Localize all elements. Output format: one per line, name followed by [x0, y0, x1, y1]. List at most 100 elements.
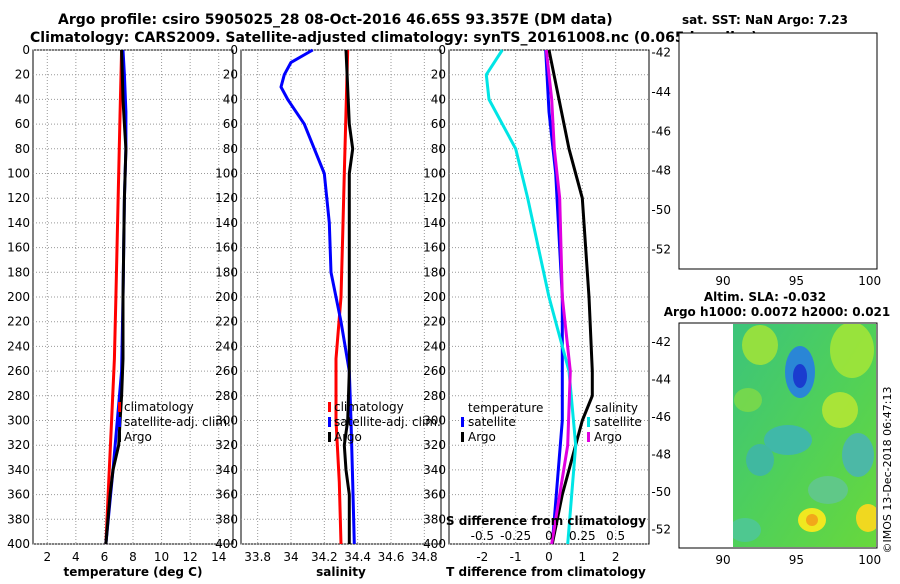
difference-depth-tick: 260 — [423, 364, 446, 378]
salinity-xtick: 34.6 — [378, 550, 405, 564]
sla-map-lat-tick: -42 — [651, 335, 671, 349]
temperature-depth-tick: 80 — [15, 142, 30, 156]
temperature-xtick: 14 — [211, 550, 226, 564]
sst-map-lat-tick: -44 — [651, 85, 671, 99]
temperature-depth-tick: 220 — [7, 315, 30, 329]
s-difference-label: S difference from climatology — [446, 514, 646, 528]
difference-depth-tick: 180 — [423, 265, 446, 279]
salinity-depth-tick: 280 — [215, 389, 238, 403]
salinity-depth-tick: 200 — [215, 290, 238, 304]
sla-map-title-2: Argo h1000: 0.0072 h2000: 0.021 — [664, 305, 891, 319]
temperature-depth-tick: 120 — [7, 191, 30, 205]
difference-xtick: 2 — [612, 550, 620, 564]
temperature-legend: climatology satellite-adj. clim. Argo — [118, 400, 231, 444]
difference-s-tick: 0.25 — [569, 529, 596, 543]
sla-map-lon-tick: 100 — [858, 553, 881, 567]
salinity-depth-tick: 260 — [215, 364, 238, 378]
difference-s-tick: -0.25 — [500, 529, 531, 543]
temperature-depth-tick: 20 — [15, 68, 30, 82]
timestamp-stamp: ©IMOS 13-Dec-2018 06:47:13 — [881, 387, 894, 554]
difference-series-temperature-satellite — [544, 49, 564, 545]
sst-map-lat-tick: -42 — [651, 46, 671, 60]
temperature-xtick: 10 — [154, 550, 169, 564]
salinity-series-satellite-adj-clim- — [279, 48, 356, 545]
difference-depth-tick: 400 — [423, 537, 446, 551]
difference-series-salinity-argo — [544, 49, 572, 545]
difference-series-salinity-satellite — [484, 49, 578, 545]
temperature-series-climatology — [104, 49, 124, 545]
difference-series-temperature-argo — [547, 49, 594, 545]
difference-xtick: 0 — [545, 550, 553, 564]
salinity-depth-tick: 380 — [215, 512, 238, 526]
legend-swatch-climatology — [328, 402, 331, 412]
salinity-depth-tick: 240 — [215, 339, 238, 353]
salinity-depth-tick: 160 — [215, 241, 238, 255]
salinity-depth-tick: 400 — [215, 537, 238, 551]
sst-map-lon-tick: 95 — [789, 274, 804, 288]
salinity-depth-tick: 340 — [215, 463, 238, 477]
legend-climatology: climatology — [124, 400, 194, 414]
difference-depth-tick: 340 — [423, 463, 446, 477]
salinity-xtick: 34.4 — [344, 550, 371, 564]
temperature-depth-tick: 400 — [7, 537, 30, 551]
sst-map — [678, 32, 878, 270]
salinity-series-climatology — [334, 49, 350, 545]
temperature-depth-tick: 100 — [7, 167, 30, 181]
difference-s-tick: 0 — [545, 529, 553, 543]
difference-depth-tick: 240 — [423, 339, 446, 353]
temperature-depth-tick: 160 — [7, 241, 30, 255]
temperature-depth-tick: 300 — [7, 414, 30, 428]
legend-swatch-argo — [328, 432, 331, 442]
title-line-2: Climatology: CARS2009. Satellite-adjuste… — [30, 30, 758, 46]
sla-map-lat-tick: -52 — [651, 522, 671, 536]
legend-swatch-satellite — [118, 417, 121, 427]
difference-s-tick: 0.5 — [606, 529, 625, 543]
temperature-depth-tick: 140 — [7, 216, 30, 230]
temperature-xtick: 8 — [129, 550, 137, 564]
salinity-xtick: 34 — [283, 550, 298, 564]
salinity-xtick: 34.2 — [311, 550, 338, 564]
salinity-depth-tick: 120 — [215, 191, 238, 205]
temperature-depth-tick: 60 — [15, 117, 30, 131]
legend-swatch-climatology — [118, 402, 121, 412]
difference-xtick: -2 — [476, 550, 488, 564]
legend-climatology: climatology — [334, 400, 404, 414]
difference-s-tick: -0.5 — [471, 529, 494, 543]
sla-map-lat-tick: -50 — [651, 485, 671, 499]
sla-map-lat-tick: -46 — [651, 410, 671, 424]
difference-depth-tick: 120 — [423, 191, 446, 205]
temperature-xtick: 6 — [101, 550, 109, 564]
temperature-depth-tick: 320 — [7, 438, 30, 452]
sst-map-lon-tick: 90 — [715, 274, 730, 288]
sst-map-title: sat. SST: NaN Argo: 7.23 — [682, 13, 848, 27]
difference-xtick: 1 — [579, 550, 587, 564]
temperature-series-argo — [104, 49, 128, 545]
salinity-depth-tick: 40 — [223, 92, 238, 106]
legend-satellite: satellite-adj. clim. — [334, 415, 441, 429]
legend-swatch-s-argo — [587, 432, 590, 442]
salinity-xtick: 33.8 — [244, 550, 271, 564]
legend-t-satellite: satellite — [468, 415, 516, 429]
legend-swatch-s-satellite — [587, 417, 590, 427]
difference-xlabel: T difference from climatology — [446, 565, 646, 579]
temperature-xtick: 2 — [43, 550, 51, 564]
difference-legend: temperature satellite Argo salinity sate… — [461, 401, 642, 444]
temperature-depth-tick: 360 — [7, 488, 30, 502]
temperature-xtick: 12 — [183, 550, 198, 564]
temperature-depth-tick: 380 — [7, 512, 30, 526]
temperature-xtick: 4 — [72, 550, 80, 564]
legend-argo: Argo — [334, 430, 362, 444]
title-line-1: Argo profile: csiro 5905025_28 08-Oct-20… — [58, 12, 613, 28]
legend-swatch-t-argo — [461, 432, 464, 442]
salinity-depth-tick: 220 — [215, 315, 238, 329]
legend-s-argo: Argo — [594, 430, 622, 444]
difference-depth-tick: 100 — [423, 167, 446, 181]
difference-depth-tick: 80 — [431, 142, 446, 156]
legend-t-title: temperature — [468, 401, 543, 415]
temperature-depth-tick: 0 — [22, 43, 30, 57]
temperature-depth-tick: 200 — [7, 290, 30, 304]
series-layer — [104, 48, 594, 545]
salinity-depth-tick: 100 — [215, 167, 238, 181]
difference-depth-tick: 360 — [423, 488, 446, 502]
temperature-depth-tick: 260 — [7, 364, 30, 378]
